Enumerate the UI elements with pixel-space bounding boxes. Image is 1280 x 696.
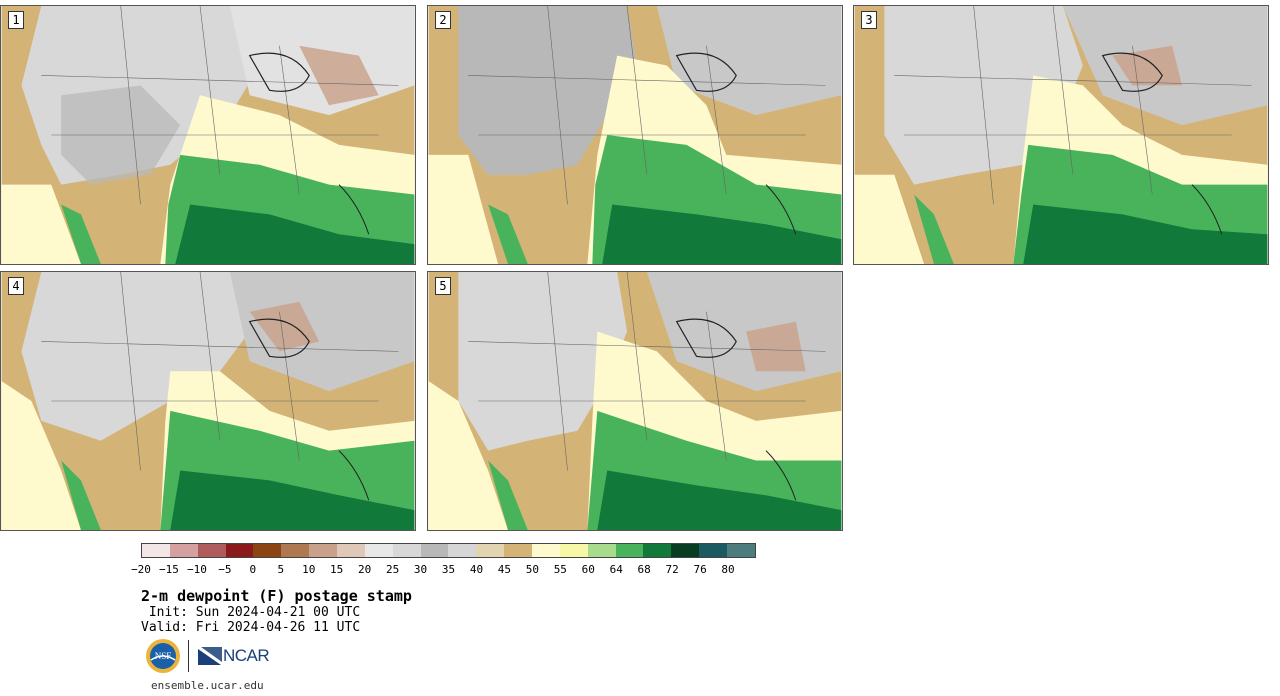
nsf-logo: NSF [146, 639, 180, 673]
init-time: Init: Sun 2024-04-21 00 UTC [141, 605, 361, 620]
colorbar-segment [309, 544, 338, 557]
colorbar-segment [142, 544, 170, 557]
colorbar-segment [253, 544, 282, 557]
colorbar-tick-label: 0 [249, 563, 257, 576]
colorbar-tick-label: 68 [637, 563, 651, 576]
logo-divider [188, 640, 189, 672]
colorbar-tick-label: 40 [469, 563, 484, 576]
logos: NSF NCAR [145, 638, 275, 674]
colorbar-tick-label: 5 [277, 563, 285, 576]
colorbar-segment [364, 544, 393, 557]
colorbar-tick-label: 64 [609, 563, 623, 576]
colorbar-segment [169, 544, 198, 557]
panel-number: 5 [435, 277, 451, 295]
colorbar-segment [281, 544, 310, 557]
colorbar-tick-label: 76 [693, 563, 707, 576]
dewpoint-map [1, 272, 415, 530]
colorbar-tick-label: 50 [525, 563, 539, 576]
colorbar-tick-label: 25 [385, 563, 400, 576]
colorbar-segment [337, 544, 365, 557]
map-panel-5[interactable]: 5 [427, 271, 843, 531]
colorbar-tick-label: 80 [721, 563, 735, 576]
colorbar-ticks: −20 −15 −10 −5 0 5 10 15 20 25 30 35 40 45 50 55 60 64 68 7… [131, 563, 756, 577]
colorbar-segment [392, 544, 421, 557]
panel-number: 2 [435, 11, 451, 29]
ncar-logo-text: NCAR [223, 646, 270, 665]
dewpoint-map [854, 6, 1268, 264]
colorbar-tick-label: 45 [497, 563, 512, 576]
colorbar-segment [559, 544, 588, 557]
colorbar-tick-label: 72 [665, 563, 679, 576]
map-panel-4[interactable]: 4 [0, 271, 416, 531]
dewpoint-map [1, 6, 415, 264]
colorbar-segment [671, 544, 700, 557]
colorbar-tick-label: −10 [186, 563, 207, 576]
nsf-logo-text: NSF [155, 651, 172, 661]
colorbar-segment [225, 544, 254, 557]
panel-number: 1 [8, 11, 24, 29]
dewpoint-map [428, 272, 842, 530]
colorbar-segment [699, 544, 728, 557]
colorbar-tick-label: 60 [581, 563, 595, 576]
figure-title: 2-m dewpoint (F) postage stamp [141, 587, 412, 605]
dewpoint-map [428, 6, 842, 264]
map-panel-2[interactable]: 2 [427, 5, 843, 265]
ncar-mark-icon [198, 647, 222, 665]
colorbar-tick-label: −20 [131, 563, 151, 576]
map-panel-3[interactable]: 3 [853, 5, 1269, 265]
colorbar-segment [643, 544, 672, 557]
colorbar-tick-label: 15 [330, 563, 344, 576]
ncar-logo: NCAR [197, 644, 272, 668]
colorbar-segment [448, 544, 477, 557]
valid-time: Valid: Fri 2024-04-26 11 UTC [141, 620, 361, 635]
colorbar-tick-label: 35 [441, 563, 456, 576]
colorbar-tick-label: 55 [553, 563, 567, 576]
colorbar-segment [615, 544, 644, 557]
colorbar-segment [727, 544, 755, 557]
panel-number: 4 [8, 277, 24, 295]
colorbar-segment [532, 544, 560, 557]
colorbar-segment [476, 544, 505, 557]
colorbar-segment [587, 544, 616, 557]
colorbar-tick-label: 30 [413, 563, 428, 576]
colorbar-tick-label: −5 [218, 563, 232, 576]
colorbar-segment [197, 544, 226, 557]
panel-number: 3 [861, 11, 877, 29]
colorbar-tick-label: −15 [159, 563, 179, 576]
colorbar-tick-label: 20 [358, 563, 372, 576]
colorbar [141, 543, 756, 558]
site-url: ensemble.ucar.edu [151, 679, 264, 692]
colorbar-segment [504, 544, 533, 557]
map-panel-1[interactable]: 1 [0, 5, 416, 265]
colorbar-segment [420, 544, 449, 557]
colorbar-tick-label: 10 [302, 563, 316, 576]
